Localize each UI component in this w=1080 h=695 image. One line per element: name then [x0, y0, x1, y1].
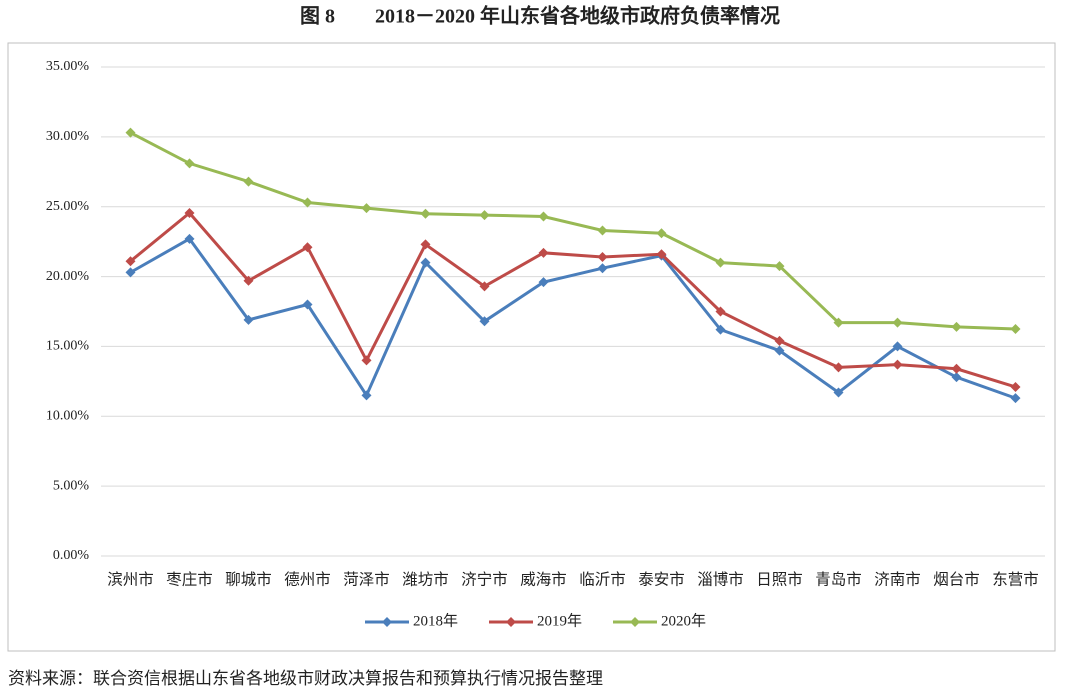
- x-tick-label: 济宁市: [461, 571, 508, 589]
- x-tick-label: 滨州市: [107, 571, 154, 589]
- x-tick-label: 菏泽市: [343, 571, 390, 589]
- data-point: [302, 299, 313, 310]
- data-point: [479, 281, 490, 292]
- y-tick-label: 0.00%: [53, 548, 90, 563]
- data-point: [715, 324, 726, 335]
- x-tick-label: 临沂市: [579, 571, 626, 589]
- data-point: [479, 316, 490, 327]
- legend-marker: [630, 617, 640, 627]
- chart-title: 图 8 2018－2020 年山东省各地级市政府负债率情况: [300, 4, 780, 28]
- data-point: [420, 208, 431, 219]
- data-point: [833, 317, 844, 328]
- data-point: [656, 228, 667, 239]
- data-point: [774, 345, 785, 356]
- x-tick-label: 潍坊市: [402, 571, 449, 589]
- data-point: [951, 372, 962, 383]
- data-point: [184, 208, 195, 219]
- data-point: [538, 247, 549, 258]
- data-point: [302, 197, 313, 208]
- chart-frame: [7, 42, 1056, 652]
- data-point: [774, 335, 785, 346]
- x-tick-label: 德州市: [284, 571, 331, 589]
- x-tick-label: 东营市: [992, 571, 1039, 589]
- data-point: [597, 252, 608, 263]
- x-tick-label: 聊城市: [225, 571, 272, 589]
- x-tick-label: 淄博市: [697, 571, 744, 589]
- source-note: 资料来源：联合资信根据山东省各地级市财政决算报告和预算执行情况报告整理: [8, 669, 603, 688]
- data-point: [774, 261, 785, 272]
- x-tick-label: 泰安市: [638, 571, 685, 589]
- y-tick-label: 15.00%: [46, 339, 90, 354]
- data-point: [184, 233, 195, 244]
- data-point: [715, 306, 726, 317]
- x-tick-label: 烟台市: [933, 571, 980, 589]
- data-point: [715, 257, 726, 268]
- series-line: [129, 131, 1016, 331]
- x-tick-label: 济南市: [874, 571, 921, 589]
- data-point: [125, 127, 136, 138]
- legend-label: 2020年: [661, 612, 706, 629]
- data-point: [361, 355, 372, 366]
- series-line: [129, 236, 1017, 400]
- data-point: [597, 263, 608, 274]
- data-point: [125, 256, 136, 267]
- data-point: [1010, 381, 1021, 392]
- series-line: [129, 210, 1016, 389]
- data-point: [892, 317, 903, 328]
- data-point: [538, 211, 549, 222]
- data-point: [420, 257, 431, 268]
- data-point: [1010, 393, 1021, 404]
- data-point: [597, 225, 608, 236]
- data-point: [302, 242, 313, 253]
- data-point: [538, 277, 549, 288]
- data-point: [479, 210, 490, 221]
- legend-label: 2018年: [413, 612, 458, 629]
- y-tick-label: 5.00%: [53, 478, 90, 493]
- data-point: [243, 314, 254, 325]
- data-point: [892, 359, 903, 370]
- data-point: [833, 362, 844, 373]
- data-point: [833, 387, 844, 398]
- data-point: [243, 176, 254, 187]
- data-point: [361, 390, 372, 401]
- y-tick-label: 10.00%: [46, 409, 90, 424]
- x-tick-label: 日照市: [756, 571, 803, 589]
- data-point: [951, 321, 962, 332]
- data-point: [184, 158, 195, 169]
- data-point: [951, 363, 962, 374]
- y-tick-label: 35.00%: [46, 59, 90, 74]
- legend-marker: [506, 617, 516, 627]
- legend-marker: [382, 617, 392, 627]
- y-tick-label: 30.00%: [46, 129, 90, 144]
- data-point: [243, 275, 254, 286]
- x-tick-label: 青岛市: [815, 571, 862, 589]
- y-tick-label: 20.00%: [46, 269, 90, 284]
- x-tick-label: 威海市: [520, 571, 567, 589]
- data-point: [892, 341, 903, 352]
- y-tick-label: 25.00%: [46, 199, 90, 214]
- data-point: [1010, 323, 1021, 334]
- legend-label: 2019年: [537, 612, 582, 629]
- data-point: [656, 249, 667, 260]
- x-tick-label: 枣庄市: [166, 571, 213, 589]
- data-point: [125, 267, 136, 278]
- data-point: [361, 203, 372, 214]
- data-point: [420, 239, 431, 250]
